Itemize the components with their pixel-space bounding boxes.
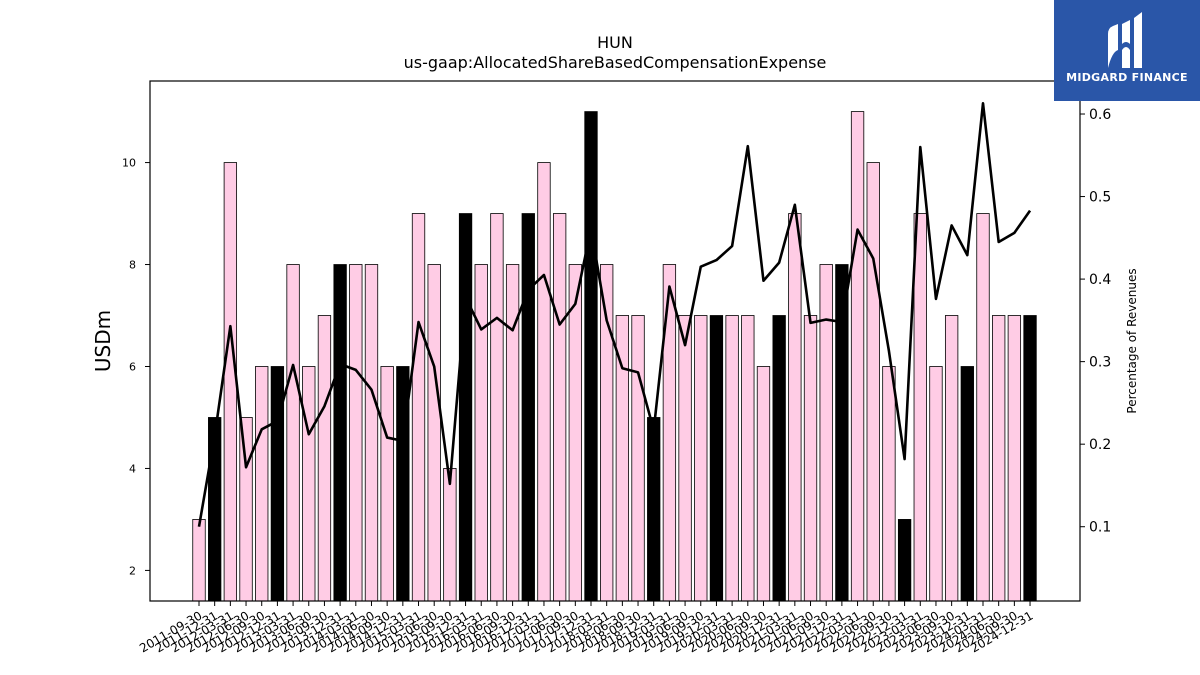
- bar-2013-06-30: [302, 366, 316, 602]
- bar-2023-09-30: [944, 315, 959, 602]
- bar-2017-06-30: [552, 213, 567, 602]
- percentage-line-path: [197, 101, 1032, 527]
- bar-2018-12-31: [647, 417, 661, 602]
- y-tick-label: 10: [122, 157, 136, 170]
- bar-2016-12-31: [521, 213, 535, 602]
- y-axis-label: USDm: [91, 310, 115, 372]
- bar-2017-09-30: [568, 264, 582, 602]
- bar-2021-03-31: [788, 213, 802, 602]
- y-tick-label: 2: [129, 564, 136, 577]
- bar-2022-06-30: [866, 162, 880, 602]
- bar-2020-06-30: [741, 315, 755, 602]
- bar-2022-09-30: [882, 366, 896, 602]
- bar-2023-06-30: [929, 366, 943, 602]
- y2-tick-label: 0.5: [1089, 190, 1111, 206]
- bar-2023-03-31: [913, 213, 927, 602]
- bar-2016-09-30: [505, 264, 520, 602]
- midgard-finance-logo: MIDGARD FINANCE: [1054, 0, 1200, 101]
- bar-2015-03-31: [411, 213, 426, 602]
- plot-frame: [149, 80, 1081, 602]
- bar-2014-03-31: [349, 264, 363, 602]
- bar-2013-12-31: [333, 264, 347, 602]
- left-axis: 2 4 6 8 10: [122, 157, 150, 577]
- bar-2020-09-30: [756, 366, 771, 602]
- y-tick-label: 6: [129, 360, 136, 373]
- y2-tick-label: 0.2: [1089, 437, 1111, 453]
- bar-2013-09-30: [317, 315, 332, 602]
- bar-2012-09-30: [255, 366, 269, 602]
- bar-2024-12-31: [1023, 315, 1037, 602]
- bar-2019-06-30: [678, 315, 692, 602]
- percentage-line: [197, 101, 1032, 527]
- y2-tick-label: 0.1: [1089, 520, 1111, 536]
- bar-2019-12-31: [709, 315, 724, 602]
- bar-2022-12-31: [897, 519, 912, 602]
- logo-text: MIDGARD FINANCE: [1066, 71, 1188, 84]
- x-axis: 2011-09-302011-12-312012-03-312012-06-30…: [137, 601, 1036, 655]
- bar-2015-06-30: [427, 264, 441, 602]
- midgard-logo-icon: [1108, 12, 1142, 68]
- bar-2021-06-30: [803, 315, 818, 602]
- bar-2020-12-31: [772, 315, 786, 602]
- bar-2020-03-31: [725, 315, 739, 602]
- bar-2015-09-30: [443, 468, 457, 602]
- bar-2017-12-31: [584, 111, 598, 602]
- bar-2011-09-30: [192, 519, 206, 602]
- bar-2014-09-30: [380, 366, 394, 602]
- bar-2024-03-31: [976, 213, 990, 602]
- bar-2021-09-30: [819, 264, 833, 602]
- y2-tick-label: 0.3: [1089, 355, 1111, 371]
- bar-2016-06-30: [490, 213, 504, 602]
- bar-2013-03-31: [286, 264, 300, 602]
- bar-2022-03-31: [850, 111, 865, 602]
- right-axis: 0.1 0.2 0.3 0.4 0.5 0.6: [1080, 107, 1111, 536]
- y-tick-label: 4: [129, 462, 136, 475]
- chart-title: HUN: [597, 33, 633, 52]
- bar-2012-06-30: [239, 417, 253, 602]
- bar-2024-09-30: [1007, 315, 1022, 602]
- y2-tick-label: 0.4: [1089, 272, 1111, 288]
- bar-2024-06-30: [992, 315, 1006, 602]
- bar-2023-12-31: [960, 366, 974, 602]
- bar-2018-09-30: [631, 315, 645, 602]
- y2-tick-label: 0.6: [1089, 107, 1111, 123]
- chart-subtitle: us-gaap:AllocatedShareBasedCompensationE…: [404, 53, 827, 72]
- bar-2012-03-31: [223, 162, 238, 602]
- y-tick-label: 8: [129, 259, 136, 272]
- bar-2011-12-31: [208, 417, 222, 602]
- bar-2019-09-30: [694, 315, 708, 602]
- bar-2017-03-31: [537, 162, 551, 602]
- bar-2014-06-30: [364, 264, 379, 602]
- bar-2016-03-31: [474, 264, 488, 602]
- bar-2015-12-31: [458, 213, 473, 602]
- y2-axis-label: Percentage of Revenues: [1125, 268, 1139, 413]
